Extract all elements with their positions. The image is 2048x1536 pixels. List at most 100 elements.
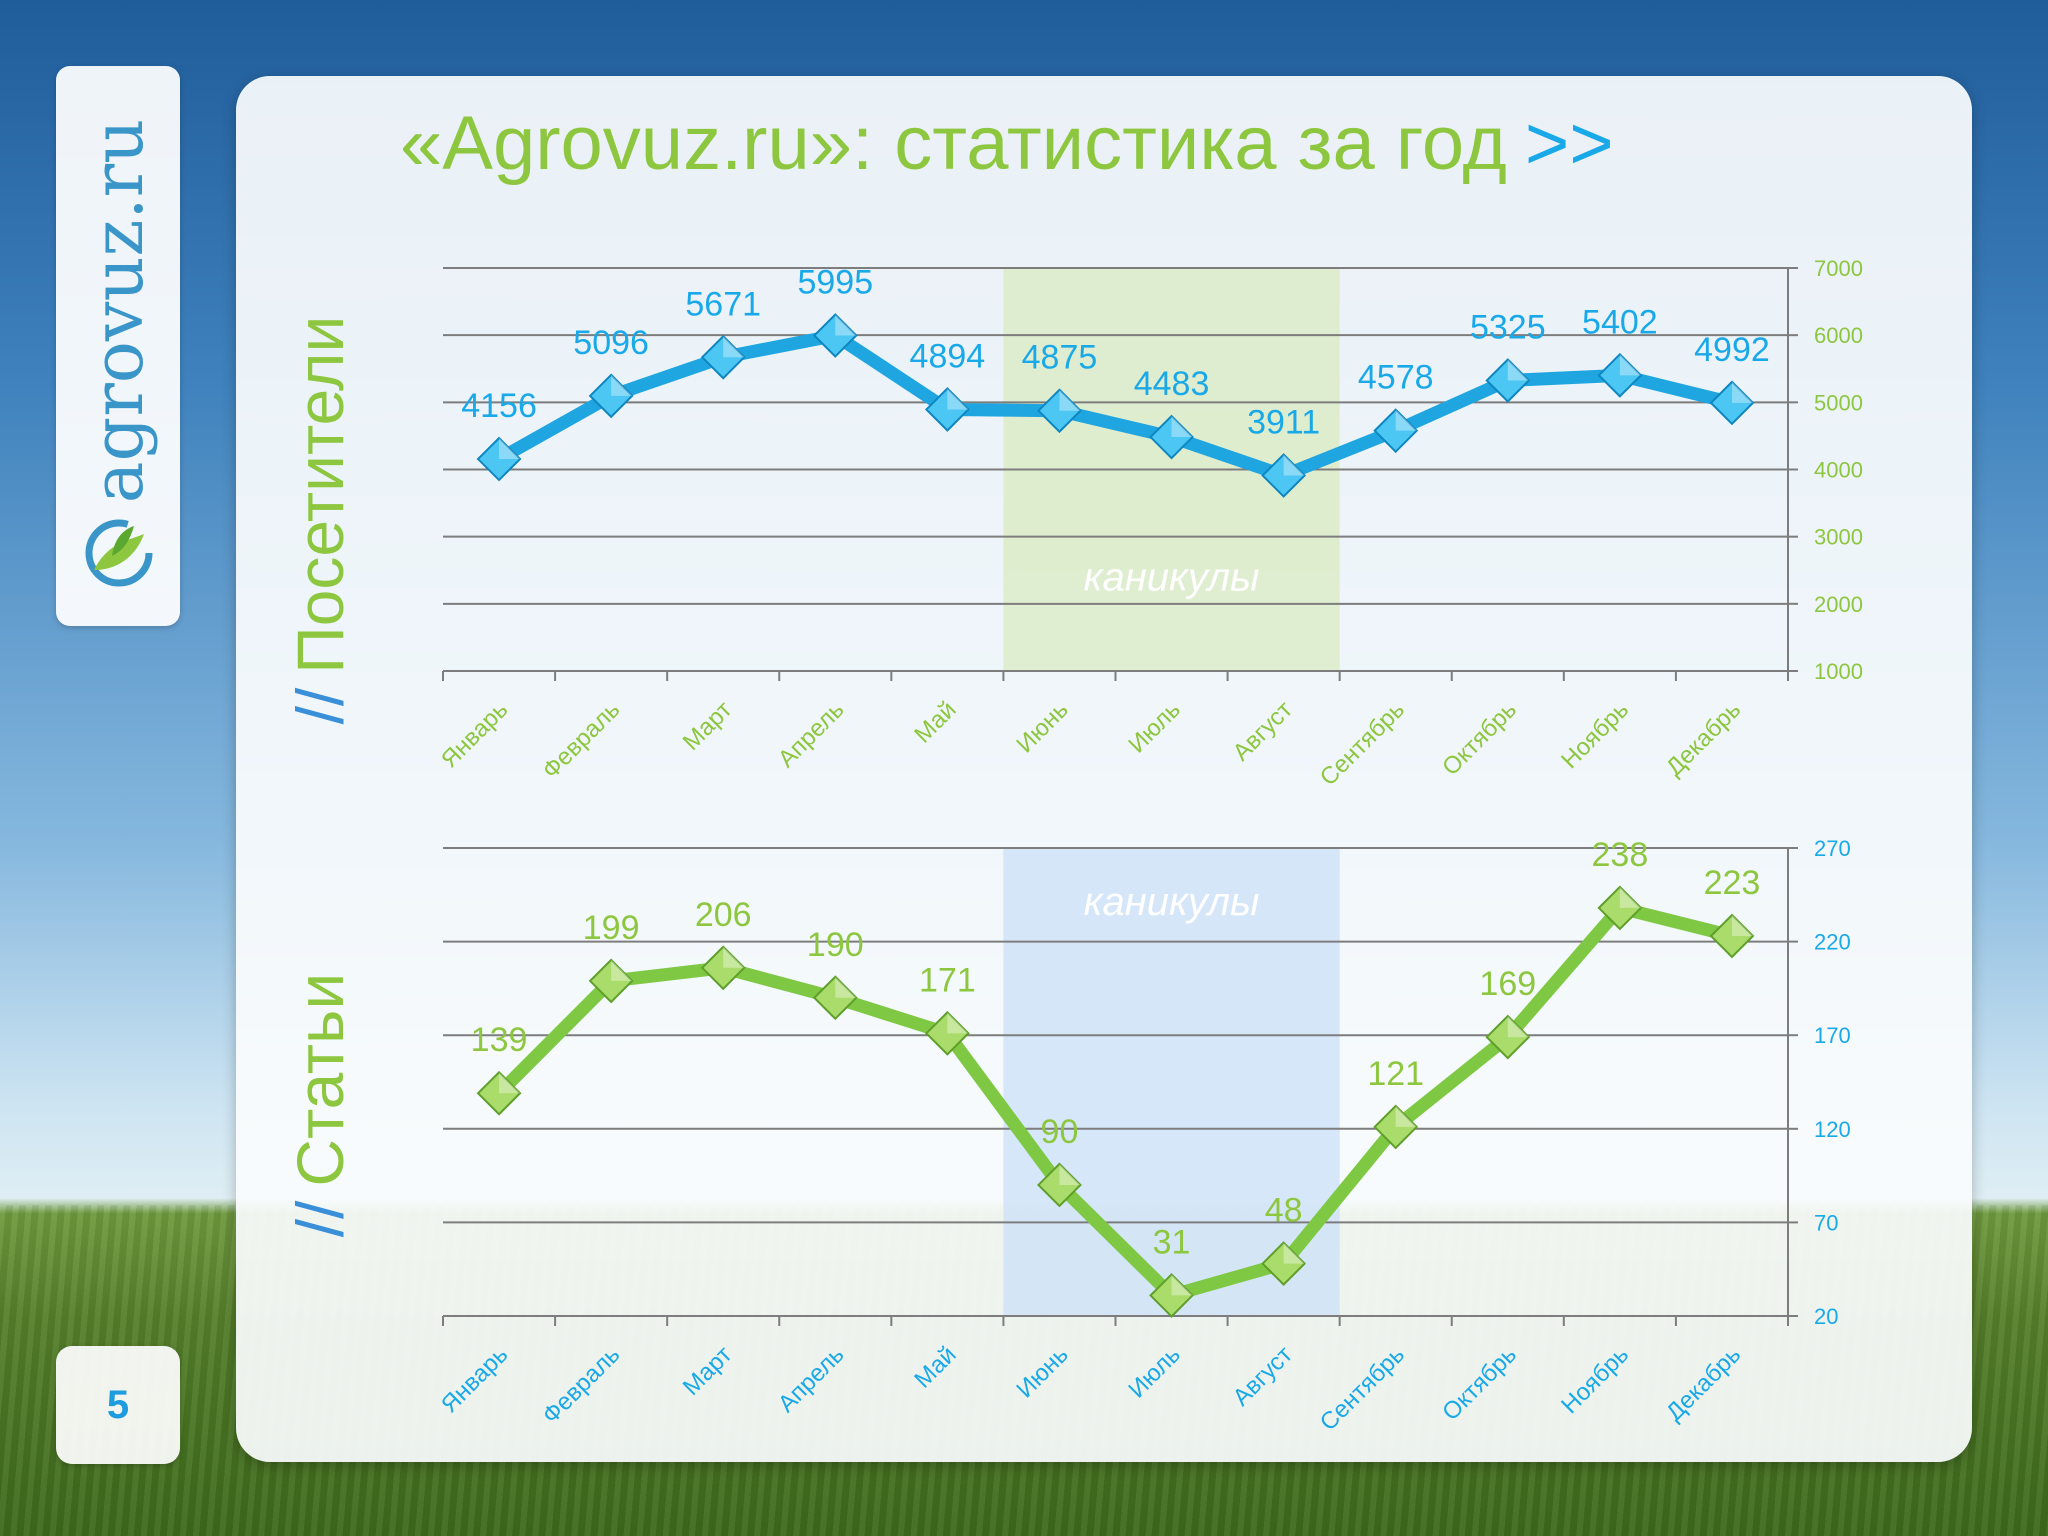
data-point (1373, 408, 1419, 454)
data-point-highlight (1619, 354, 1641, 376)
logo-card: agrovuz.ru (56, 66, 180, 626)
x-tick-label: Октябрь (1437, 1341, 1522, 1426)
data-point (476, 436, 522, 482)
data-label: 48 (1265, 1192, 1303, 1230)
data-point-highlight (1731, 381, 1753, 403)
data-label: 4894 (910, 337, 986, 375)
data-point (924, 1010, 970, 1056)
data-point (924, 387, 970, 432)
data-point-highlight (835, 314, 857, 336)
data-point (1709, 380, 1755, 426)
x-tick-label: Март (678, 1341, 738, 1401)
data-point (812, 313, 858, 358)
y-tick-label: 20 (1814, 1304, 1838, 1329)
x-tick-label: Ноябрь (1556, 696, 1634, 774)
data-point (588, 958, 634, 1004)
data-point (700, 334, 746, 380)
data-point (1037, 388, 1082, 434)
x-tick-label: Май (909, 696, 961, 748)
data-point-highlight (1507, 1016, 1529, 1038)
data-label: 4992 (1694, 331, 1770, 369)
x-tick-label: Октябрь (1437, 696, 1522, 781)
data-point-highlight (1507, 359, 1529, 381)
page-number: 5 (56, 1346, 180, 1464)
data-point-highlight (947, 388, 969, 410)
data-label: 31 (1153, 1223, 1191, 1261)
data-point-highlight (611, 959, 633, 981)
y-tick-label: 3000 (1814, 525, 1863, 550)
page-title: «Agrovuz.ru»: статистика за год >> (400, 100, 1614, 187)
data-point-highlight (723, 336, 745, 358)
y-tick-label: 5000 (1814, 390, 1863, 415)
data-label: 4483 (1134, 365, 1210, 403)
data-point (812, 975, 858, 1021)
x-tick-label: Апрель (773, 1341, 850, 1418)
data-point-highlight (835, 976, 857, 998)
data-point (588, 373, 634, 419)
x-tick-label: Ноябрь (1556, 1341, 1634, 1419)
x-tick-label: Август (1228, 1341, 1298, 1411)
data-label: 90 (1041, 1113, 1079, 1151)
data-label: 199 (583, 909, 640, 947)
y-tick-label: 120 (1814, 1117, 1851, 1142)
data-label: 139 (471, 1021, 528, 1059)
data-point-highlight (1059, 1163, 1081, 1185)
x-tick-label: Май (909, 1341, 961, 1393)
data-label: 5671 (685, 285, 761, 323)
data-point-highlight (1171, 416, 1193, 438)
x-tick-label: Август (1228, 696, 1298, 766)
x-tick-label: Апрель (773, 696, 850, 773)
x-tick-label: Март (678, 696, 738, 756)
data-label: 223 (1704, 864, 1761, 902)
y-tick-label: 4000 (1814, 458, 1863, 483)
data-label: 121 (1367, 1055, 1424, 1093)
data-point (1485, 358, 1531, 403)
data-point-highlight (1059, 389, 1081, 411)
data-point (1597, 885, 1643, 931)
x-tick-label: Январь (436, 1341, 513, 1418)
data-point (1485, 1014, 1531, 1060)
data-point-highlight (1171, 1274, 1193, 1296)
data-label: 5096 (573, 324, 649, 362)
data-point (700, 945, 746, 991)
data-point-highlight (1731, 914, 1753, 936)
logo-leaf-icon (85, 519, 153, 587)
x-tick-label: Февраль (537, 1341, 625, 1429)
x-tick-label: Сентябрь (1315, 1341, 1410, 1436)
title-text: «Agrovuz.ru»: статистика за год (400, 101, 1507, 186)
data-point-highlight (1283, 454, 1305, 476)
x-tick-label: Сентябрь (1315, 696, 1410, 791)
data-point-highlight (1395, 409, 1417, 431)
y-tick-label: 170 (1814, 1023, 1851, 1048)
x-tick-label: Июль (1123, 696, 1185, 758)
data-label: 5325 (1470, 309, 1546, 347)
x-tick-label: Декабрь (1661, 696, 1746, 781)
data-label: 5402 (1582, 303, 1658, 341)
data-point (1709, 913, 1755, 959)
data-point (1149, 414, 1194, 460)
data-label: 190 (807, 926, 864, 964)
x-tick-label: Февраль (537, 696, 625, 784)
title-arrows: >> (1524, 101, 1614, 186)
data-point (1037, 1162, 1082, 1208)
holiday-band-label: каникулы (1084, 555, 1260, 599)
data-label: 3911 (1247, 403, 1320, 441)
data-point-highlight (723, 946, 745, 968)
x-tick-label: Декабрь (1661, 1341, 1746, 1426)
y-tick-label: 220 (1814, 930, 1851, 955)
data-point-highlight (499, 1072, 521, 1094)
data-point (1149, 1272, 1194, 1318)
x-tick-label: Июнь (1011, 696, 1073, 758)
x-tick-label: Январь (436, 696, 513, 773)
y-tick-label: 2000 (1814, 592, 1863, 617)
data-point-highlight (1283, 1242, 1305, 1264)
data-point (1261, 1241, 1307, 1286)
y-tick-label: 7000 (1814, 256, 1863, 281)
data-point (1373, 1104, 1419, 1150)
y-tick-label: 1000 (1814, 659, 1863, 684)
y-tick-label: 270 (1814, 836, 1851, 861)
data-point-highlight (1619, 886, 1641, 908)
data-label: 5995 (797, 264, 873, 302)
x-tick-label: Июнь (1011, 1341, 1073, 1403)
